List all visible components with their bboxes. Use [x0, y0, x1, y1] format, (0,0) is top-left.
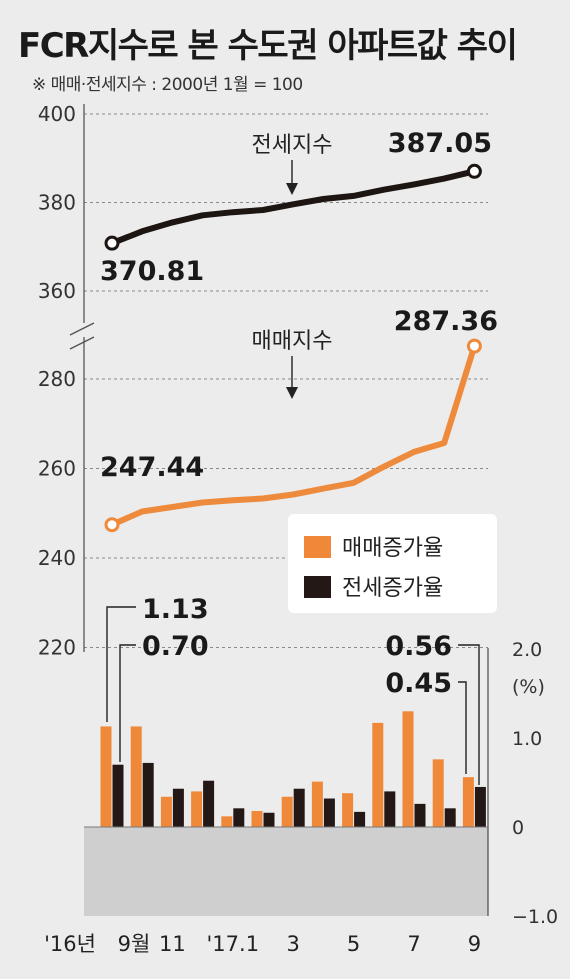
- bar-sale-rate: [160, 796, 172, 827]
- x-tick-label: 9월: [118, 932, 151, 956]
- bar-jeonse-rate: [384, 791, 396, 827]
- bar-annotation-sale-last: 0.56: [385, 631, 452, 662]
- bar-sale-rate: [251, 810, 263, 827]
- annotation-leader-sale-last: [458, 644, 480, 785]
- y-tick-label: 280: [38, 367, 76, 391]
- chart-subtitle: ※ 매매·전세지수 : 2000년 1월 = 100: [32, 75, 303, 95]
- bar-jeonse-rate: [444, 808, 456, 827]
- annotation-leader-sale-first: [106, 606, 136, 722]
- x-tick-label: 7: [407, 932, 420, 956]
- jeonse-start-value-label: 370.81: [100, 256, 204, 287]
- bar-jeonse-rate: [293, 788, 305, 827]
- x-tick-label: 9: [468, 932, 481, 956]
- jeonse-callout-arrowhead: [286, 183, 298, 195]
- sale-index-line-end-marker: [466, 338, 482, 354]
- bar-jeonse-rate: [474, 786, 486, 827]
- bar-annotation-sale-first: 1.13: [142, 594, 209, 625]
- y2-unit-label: (%): [512, 676, 545, 698]
- y2-tick-label: 0: [512, 817, 524, 839]
- bar-jeonse-rate: [263, 812, 275, 827]
- bar-sale-rate: [191, 791, 203, 827]
- bar-sale-rate: [402, 711, 414, 827]
- bar-jeonse-rate: [233, 808, 245, 827]
- bar-sale-rate: [100, 726, 112, 827]
- bar-jeonse-rate: [414, 803, 426, 827]
- legend-swatch-sale: [304, 536, 331, 558]
- legend-swatch-jeonse: [304, 576, 331, 598]
- bar-sale-rate: [221, 816, 233, 827]
- sale-series-name-label: 매매지수: [252, 329, 333, 354]
- bar-sale-rate: [462, 777, 474, 827]
- jeonse-index-line-end-marker: [466, 163, 482, 179]
- legend-label-sale: 매매증가율: [342, 536, 443, 561]
- y2-tick-label: 1.0: [512, 728, 542, 750]
- sale-callout-arrowhead: [286, 387, 298, 399]
- x-tick-label: 11: [159, 932, 186, 956]
- chart-title: FCR지수로 본 수도권 아파트값 추이: [18, 26, 518, 66]
- bar-sale-rate: [432, 759, 444, 827]
- legend-box: [288, 514, 497, 613]
- y2-tick-label: −1.0: [512, 906, 558, 928]
- x-tick-label: 5: [347, 932, 360, 956]
- bar-jeonse-rate: [172, 788, 184, 827]
- x-tick-label: 3: [287, 932, 300, 956]
- bar-sale-rate: [130, 726, 142, 827]
- x-tick-label: '16년: [44, 932, 96, 956]
- bar-sale-rate: [342, 793, 354, 827]
- bar-jeonse-rate: [323, 798, 335, 827]
- sale-start-value-label: 247.44: [100, 452, 204, 483]
- sale-index-line: [109, 343, 478, 528]
- bar-jeonse-rate: [112, 764, 124, 827]
- bar-sale-rate: [281, 796, 293, 827]
- annotation-leader-jeonse-first: [119, 644, 136, 762]
- legend-label-jeonse: 전세증가율: [342, 576, 443, 601]
- axis-break-mark: [69, 322, 95, 350]
- y-tick-label: 380: [38, 191, 76, 215]
- y-tick-label: 260: [38, 457, 76, 481]
- y2-tick-label: 2.0: [512, 639, 542, 661]
- y-tick-label: 400: [38, 102, 76, 126]
- bar-annotation-jeonse-last: 0.45: [385, 668, 452, 699]
- bar-annotation-jeonse-first: 0.70: [142, 631, 209, 662]
- sale-index-line-start-marker: [104, 517, 120, 533]
- annotation-leader-jeonse-last: [458, 681, 467, 774]
- bar-jeonse-rate: [142, 762, 154, 827]
- sale-end-value-label: 287.36: [394, 306, 498, 337]
- jeonse-index-line-start-marker: [104, 235, 120, 251]
- bar-sale-rate: [311, 781, 323, 827]
- jeonse-series-name-label: 전세지수: [252, 133, 333, 158]
- y-tick-label: 220: [38, 636, 76, 660]
- y-tick-label: 240: [38, 546, 76, 570]
- bar-sale-rate: [372, 722, 384, 827]
- jeonse-end-value-label: 387.05: [388, 128, 492, 159]
- x-tick-label: '17.1: [207, 932, 260, 956]
- jeonse-index-line: [109, 168, 478, 247]
- y-tick-label: 360: [38, 279, 76, 303]
- bar-jeonse-rate: [354, 811, 366, 827]
- bar-jeonse-rate: [203, 780, 215, 827]
- negative-band: [84, 827, 488, 916]
